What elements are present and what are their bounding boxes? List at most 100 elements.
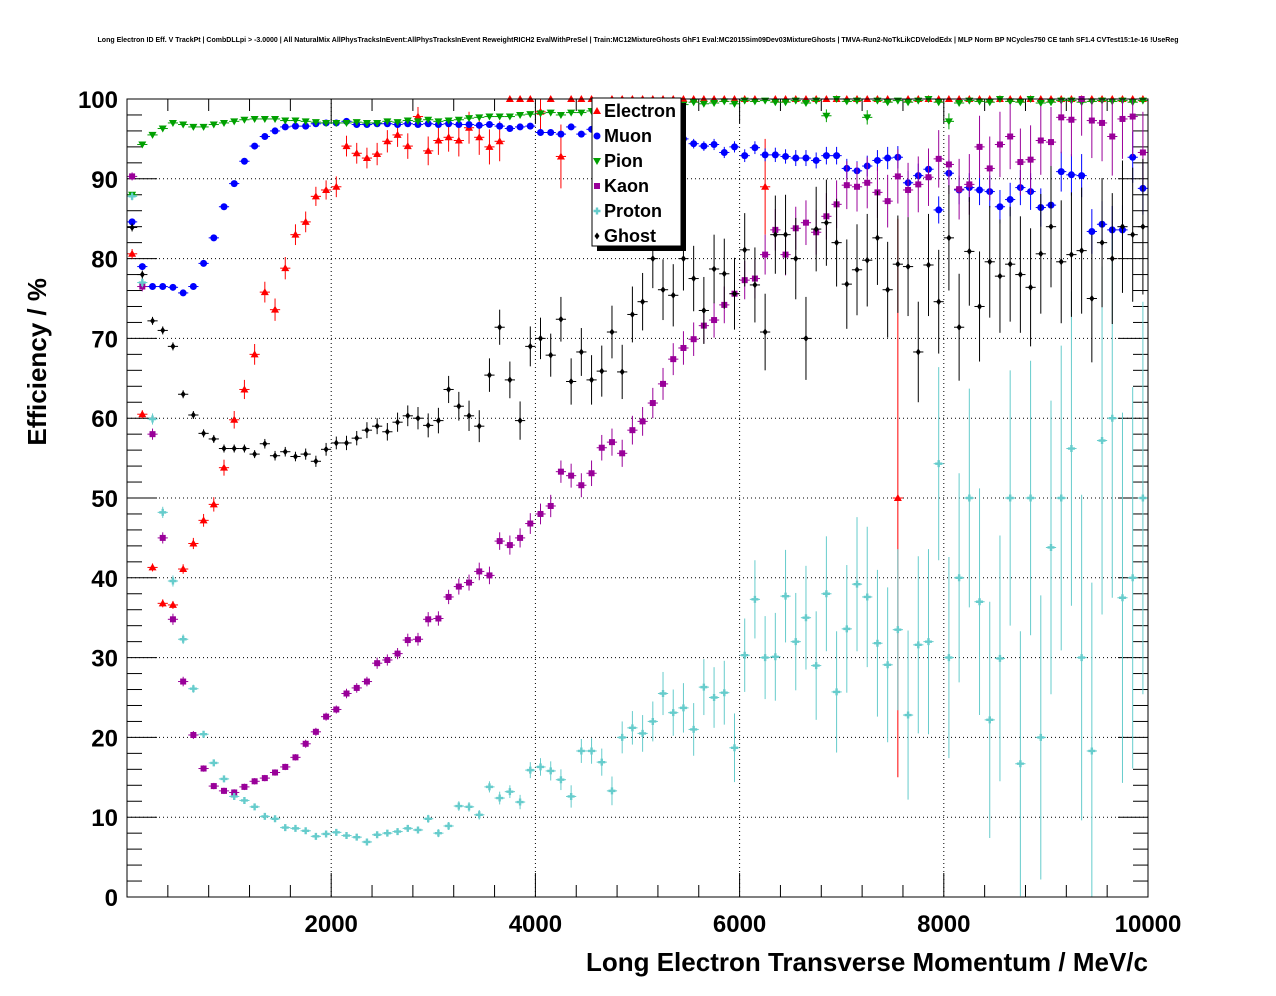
legend-label-ghost: Ghost [604, 226, 656, 246]
minor-ticks [126, 98, 1149, 898]
data-point [996, 654, 1004, 662]
data-point [180, 390, 186, 398]
data-point [741, 152, 749, 160]
data-point [159, 508, 167, 516]
data-point [1058, 114, 1065, 121]
data-point [434, 829, 442, 837]
data-point [158, 125, 167, 133]
data-point [1007, 260, 1013, 268]
data-point [1006, 98, 1015, 106]
data-point [138, 141, 147, 149]
data-point [690, 725, 698, 733]
data-point [904, 99, 913, 107]
series-ghost [127, 158, 1148, 467]
data-point [260, 115, 269, 123]
data-point [1078, 172, 1086, 180]
data-point [812, 662, 820, 670]
data-point [1088, 117, 1095, 124]
data-point [934, 99, 943, 107]
data-point [1139, 149, 1146, 156]
data-point [783, 231, 789, 239]
data-point [220, 787, 227, 794]
data-point [311, 192, 320, 200]
data-point [690, 140, 698, 148]
data-point [230, 118, 239, 126]
data-point [180, 678, 187, 685]
data-point [445, 822, 453, 830]
data-point [976, 598, 984, 606]
data-point [425, 616, 432, 623]
data-point [250, 350, 259, 358]
data-point [332, 828, 340, 836]
data-point [231, 445, 237, 453]
y-tick-label: 10 [91, 805, 118, 832]
x-tick-labels: 2000 4000 6000 8000 10000 [305, 911, 1182, 938]
data-point [414, 636, 421, 643]
data-point [251, 778, 258, 785]
y-tick-label: 20 [91, 725, 118, 752]
data-point [148, 563, 157, 571]
data-point [373, 119, 382, 127]
data-point [1089, 295, 1095, 302]
data-point [179, 635, 187, 643]
grid [127, 99, 1148, 897]
data-point [1099, 239, 1105, 247]
data-point [363, 678, 370, 685]
data-point [1119, 115, 1126, 122]
data-point [608, 439, 615, 446]
data-point [362, 119, 371, 127]
data-point [894, 173, 901, 180]
data-point [332, 182, 341, 190]
series-proton [127, 192, 1148, 897]
data-point [230, 180, 238, 188]
data-point [1067, 445, 1075, 453]
data-point [158, 599, 167, 607]
legend-box [591, 97, 682, 247]
data-point [517, 417, 523, 425]
legend-entries: Electron Muon Pion Kaon Proton Ghost [593, 101, 676, 246]
data-point [342, 142, 351, 150]
data-point [619, 450, 626, 457]
data-point [925, 261, 931, 269]
data-point [792, 638, 800, 646]
data-point [456, 402, 462, 410]
data-point [454, 136, 463, 144]
data-point [945, 161, 952, 168]
data-point [148, 131, 157, 139]
data-point [219, 119, 228, 127]
y-tick-label: 60 [91, 406, 118, 433]
data-point [792, 154, 800, 162]
data-point [128, 192, 136, 200]
data-point [966, 247, 972, 255]
data-point [394, 828, 402, 836]
data-point [150, 317, 156, 325]
data-point [292, 754, 299, 761]
data-point [506, 125, 514, 133]
data-point [955, 99, 964, 107]
data-point [271, 305, 280, 313]
data-point [1006, 494, 1014, 502]
data-point [434, 136, 443, 144]
data-point [955, 574, 963, 582]
data-point [526, 111, 535, 119]
data-point [567, 123, 575, 131]
legend-label-proton: Proton [604, 201, 662, 221]
data-point [720, 148, 728, 156]
data-point [567, 109, 576, 117]
data-point [199, 123, 208, 131]
data-point [884, 198, 891, 205]
data-point [863, 114, 872, 122]
data-point [905, 263, 911, 271]
data-point [853, 580, 861, 588]
data-point [465, 121, 473, 129]
data-point [455, 583, 462, 590]
data-point [711, 265, 717, 273]
data-point [670, 291, 676, 299]
data-point [996, 203, 1004, 211]
data-point [588, 470, 595, 477]
data-point [312, 728, 319, 735]
data-point [710, 140, 718, 148]
data-point [138, 279, 146, 287]
data-point [864, 256, 870, 264]
data-point [844, 280, 850, 288]
